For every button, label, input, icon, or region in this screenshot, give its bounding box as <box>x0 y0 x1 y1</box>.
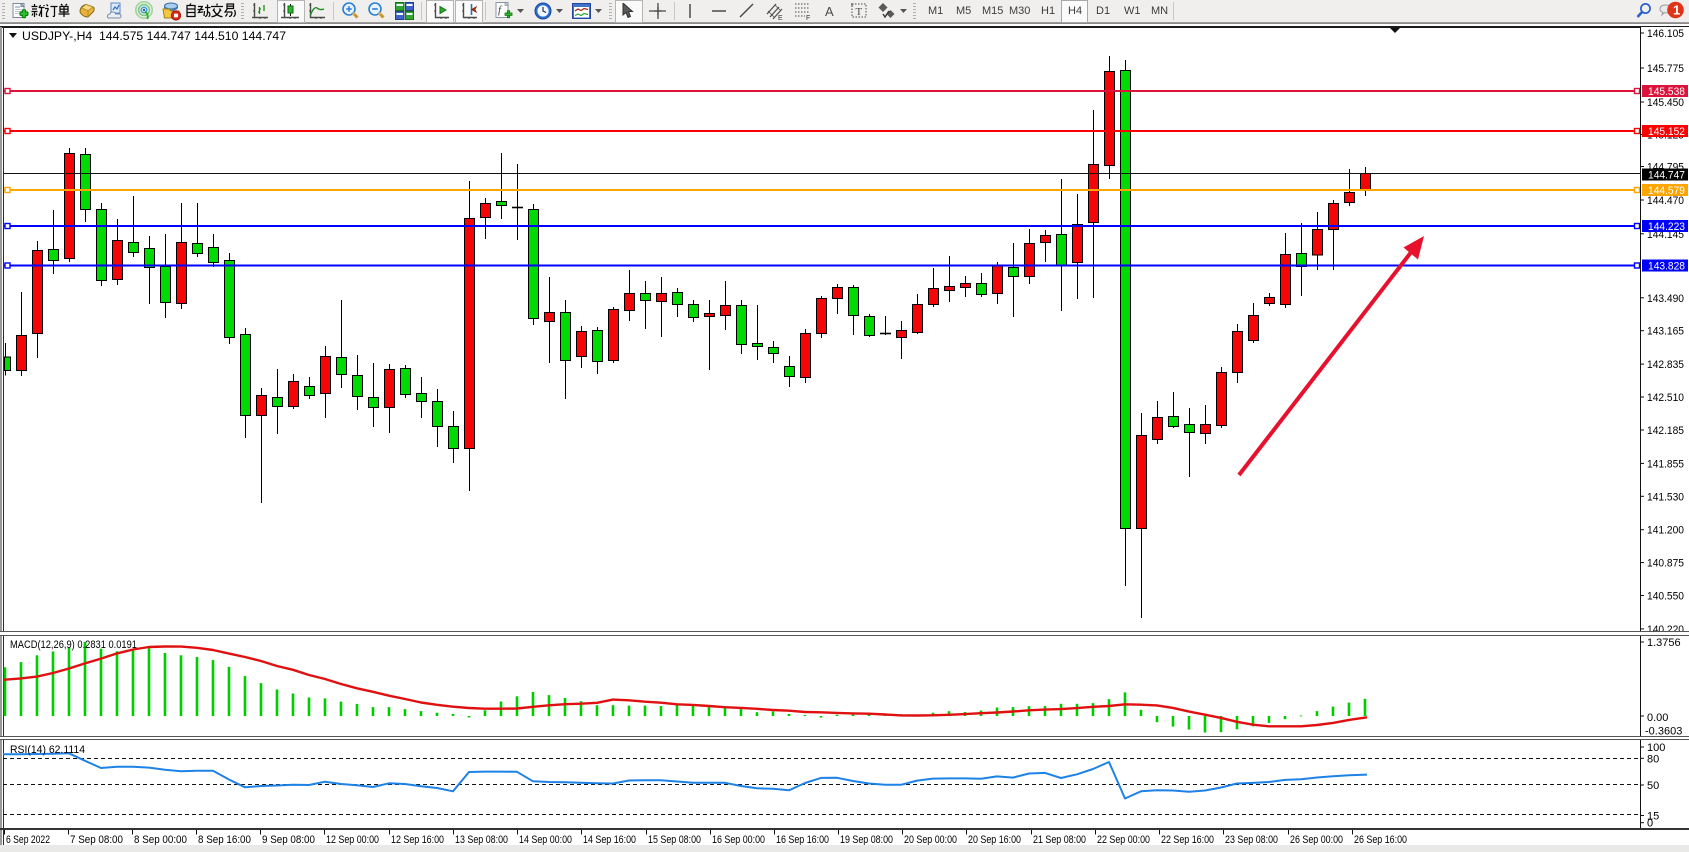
svg-text:143.165: 143.165 <box>1647 326 1684 338</box>
svg-text:22 Sep 00:00: 22 Sep 00:00 <box>1097 834 1150 846</box>
svg-text:9 Sep 08:00: 9 Sep 08:00 <box>262 834 315 846</box>
svg-text:1: 1 <box>1673 3 1680 18</box>
svg-text:20 Sep 00:00: 20 Sep 00:00 <box>904 834 957 846</box>
svg-text:23 Sep 08:00: 23 Sep 08:00 <box>1225 834 1278 846</box>
svg-text:144.747: 144.747 <box>1648 170 1685 182</box>
svg-text:7 Sep 08:00: 7 Sep 08:00 <box>70 834 123 846</box>
svg-text:19 Sep 08:00: 19 Sep 08:00 <box>840 834 893 846</box>
svg-text:142.835: 142.835 <box>1647 359 1684 371</box>
svg-text:16 Sep 16:00: 16 Sep 16:00 <box>776 834 829 846</box>
svg-text:141.200: 141.200 <box>1647 525 1684 537</box>
svg-text:14 Sep 16:00: 14 Sep 16:00 <box>583 834 636 846</box>
svg-text:14 Sep 00:00: 14 Sep 00:00 <box>519 834 572 846</box>
svg-text:8 Sep 16:00: 8 Sep 16:00 <box>198 834 251 846</box>
svg-text:22 Sep 16:00: 22 Sep 16:00 <box>1161 834 1214 846</box>
svg-text:12 Sep 16:00: 12 Sep 16:00 <box>391 834 444 846</box>
svg-text:MACD(12,26,9) 0.2831 0.0191: MACD(12,26,9) 0.2831 0.0191 <box>10 639 137 651</box>
svg-text:100: 100 <box>1647 742 1665 754</box>
svg-text:140.875: 140.875 <box>1647 558 1684 570</box>
svg-text:145.538: 145.538 <box>1648 86 1685 98</box>
svg-text:145.152: 145.152 <box>1648 126 1685 138</box>
svg-text:50: 50 <box>1647 780 1659 792</box>
svg-text:20 Sep 16:00: 20 Sep 16:00 <box>968 834 1021 846</box>
svg-text:15 Sep 08:00: 15 Sep 08:00 <box>648 834 701 846</box>
svg-text:145.775: 145.775 <box>1647 63 1684 75</box>
svg-text:6 Sep 2022: 6 Sep 2022 <box>6 834 50 846</box>
svg-text:146.105: 146.105 <box>1647 28 1684 40</box>
svg-text:141.530: 141.530 <box>1647 491 1684 503</box>
svg-text:15: 15 <box>1647 811 1659 823</box>
svg-text:16 Sep 00:00: 16 Sep 00:00 <box>712 834 765 846</box>
svg-text:26 Sep 00:00: 26 Sep 00:00 <box>1290 834 1343 846</box>
svg-text:F: F <box>806 15 810 21</box>
svg-text:0: 0 <box>1647 818 1653 830</box>
svg-text:144.223: 144.223 <box>1648 221 1685 233</box>
svg-text:144.579: 144.579 <box>1648 185 1685 197</box>
svg-text:f: f <box>498 4 503 16</box>
svg-text:141.855: 141.855 <box>1647 458 1684 470</box>
svg-text:142.185: 142.185 <box>1647 425 1684 437</box>
svg-text:143.828: 143.828 <box>1648 261 1685 273</box>
svg-text:26 Sep 16:00: 26 Sep 16:00 <box>1354 834 1407 846</box>
svg-text:E: E <box>778 15 783 21</box>
svg-text:21 Sep 08:00: 21 Sep 08:00 <box>1033 834 1086 846</box>
svg-text:140.550: 140.550 <box>1647 591 1684 603</box>
svg-text:144.470: 144.470 <box>1647 195 1684 207</box>
svg-text:1.3756: 1.3756 <box>1647 637 1681 649</box>
svg-text:-0.3603: -0.3603 <box>1645 726 1682 738</box>
svg-text:12 Sep 00:00: 12 Sep 00:00 <box>326 834 379 846</box>
svg-text:T: T <box>856 6 863 18</box>
svg-text:8 Sep 00:00: 8 Sep 00:00 <box>134 834 187 846</box>
svg-text:RSI(14) 62.1114: RSI(14) 62.1114 <box>10 744 85 756</box>
svg-text:143.490: 143.490 <box>1647 293 1684 305</box>
svg-text:USDJPY-,H4 144.575 144.747 14: USDJPY-,H4 144.575 144.747 144.510 144.7… <box>22 31 286 43</box>
svg-text:0.00: 0.00 <box>1647 712 1668 724</box>
svg-text:80: 80 <box>1647 753 1659 765</box>
svg-text:145.450: 145.450 <box>1647 97 1684 109</box>
svg-text:142.510: 142.510 <box>1647 392 1684 404</box>
svg-text:13 Sep 08:00: 13 Sep 08:00 <box>455 834 508 846</box>
